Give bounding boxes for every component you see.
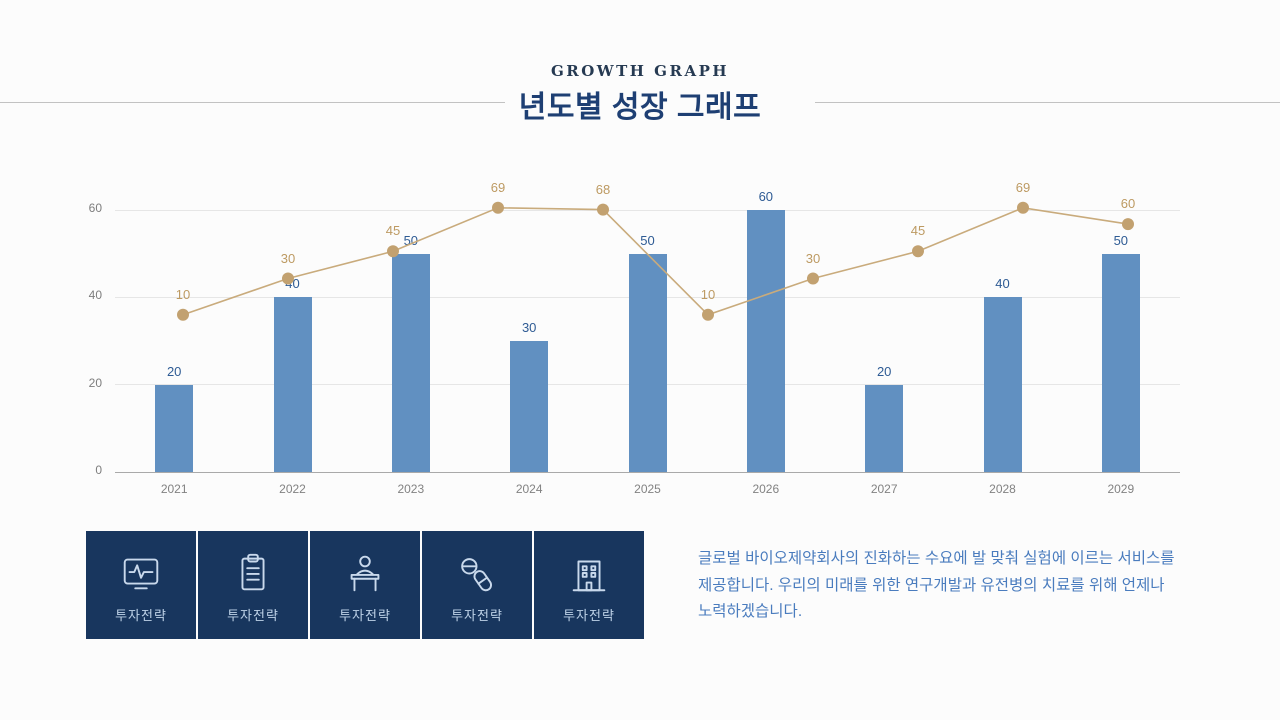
bar-value-label: 50 (640, 232, 655, 248)
bar-value-label: 40 (995, 276, 1010, 292)
trend-point (1017, 201, 1029, 214)
strategy-card-4: 투자전략 (422, 531, 532, 639)
y-axis-label: 60 (88, 201, 102, 215)
strategy-card-2: 투자전략 (198, 531, 308, 639)
trend-value-label: 10 (700, 286, 716, 302)
x-axis-label: 2021 (160, 482, 188, 496)
trend-value-label: 10 (175, 286, 191, 302)
x-axis-label: 2029 (1107, 482, 1135, 496)
x-axis-label: 2025 (634, 482, 661, 496)
strategy-card-label: 투자전략 (451, 608, 503, 623)
x-axis-label: 2023 (397, 482, 425, 496)
building-icon (566, 547, 612, 599)
y-axis-label: 40 (88, 288, 102, 303)
x-axis-label: 2022 (279, 482, 306, 496)
strategy-card-label: 투자전략 (563, 608, 615, 623)
title-rule-left (0, 102, 505, 103)
bar-value-label: 50 (1113, 232, 1129, 248)
y-axis-label: 0 (95, 463, 102, 477)
eyebrow-title: GROWTH GRAPH (550, 62, 730, 80)
trend-point (912, 245, 924, 258)
bar-value-label: 60 (758, 189, 774, 204)
x-axis-label: 2028 (989, 482, 1016, 496)
trend-point (807, 272, 819, 285)
strategy-card-label: 투자전략 (339, 608, 391, 623)
bar (746, 210, 785, 472)
strategy-card-label: 투자전략 (227, 608, 279, 623)
trend-value-label: 30 (805, 250, 821, 266)
strategy-card-3: 투자전략 (310, 531, 420, 639)
pills-icon (454, 547, 500, 599)
bar-value-label: 40 (285, 276, 300, 292)
x-axis-label: 2027 (870, 482, 898, 496)
trend-point (177, 308, 189, 321)
bar (273, 297, 312, 472)
trend-value-label: 69 (1015, 179, 1031, 195)
bar-value-label: 20 (876, 363, 892, 379)
gridline (115, 209, 1180, 211)
trend-point (702, 308, 714, 321)
trend-value-label: 30 (280, 250, 296, 266)
bar (510, 341, 549, 472)
y-axis-label: 20 (88, 375, 102, 390)
bar (1101, 253, 1140, 472)
gridline (115, 471, 1180, 473)
bar-value-label: 20 (166, 363, 182, 379)
trend-value-label: 68 (595, 181, 611, 197)
pulse-monitor-icon (118, 547, 164, 599)
strategy-card-label: 투자전략 (115, 608, 167, 623)
bar (983, 297, 1022, 472)
presenter-icon (342, 547, 388, 599)
bar (155, 384, 194, 472)
title-rule-right (815, 102, 1280, 103)
bar (628, 253, 667, 472)
bar-value-label: 30 (521, 320, 537, 335)
bar (391, 253, 430, 472)
page-title: 년도별 성장 그래프 (518, 91, 762, 124)
description-text: 글로벌 바이오제약회사의 진화하는 수요에 발 맞춰 실험에 이르는 서비스를 … (698, 550, 1175, 621)
strategy-card-5: 투자전략 (534, 531, 644, 639)
x-axis-label: 2024 (515, 482, 543, 496)
trend-value-label: 69 (490, 179, 506, 195)
bar (865, 384, 904, 472)
trend-value-label: 45 (910, 223, 926, 239)
growth-chart: 0 20 40 60 20 2021 40 2022 50 2023 30 2024 50 2025 60 2… (60, 170, 1220, 515)
trend-value-label: 60 (1120, 196, 1136, 212)
trend-point (1122, 218, 1134, 231)
clipboard-icon (230, 547, 276, 599)
x-axis-label: 2026 (752, 482, 780, 496)
strategy-card-1: 투자전략 (86, 531, 196, 639)
trend-value-label: 45 (385, 223, 401, 239)
trend-point (492, 201, 504, 214)
